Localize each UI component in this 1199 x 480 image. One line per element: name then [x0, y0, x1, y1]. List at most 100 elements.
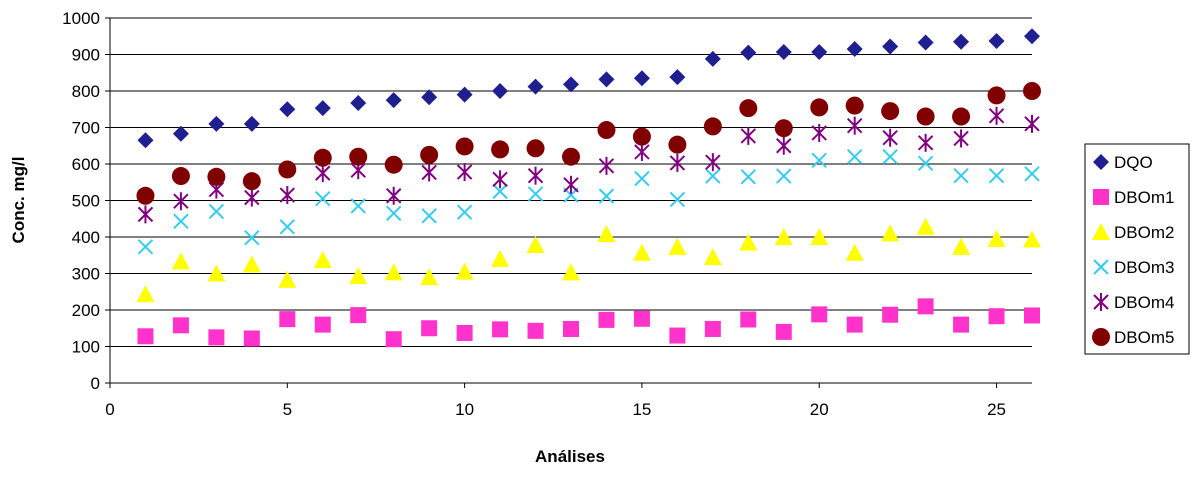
data-point — [846, 116, 863, 135]
data-point — [740, 126, 757, 145]
data-point — [562, 147, 580, 166]
data-point — [916, 217, 935, 235]
data-point — [988, 308, 1005, 325]
legend-label: DBOm4 — [1114, 293, 1174, 312]
data-point — [492, 170, 508, 189]
data-point — [846, 148, 863, 165]
data-point — [740, 169, 757, 185]
legend-item: DBOm3 — [1093, 258, 1174, 277]
data-point — [881, 102, 900, 121]
data-point — [669, 153, 686, 172]
y-axis-title: Conc. mg/l — [9, 157, 28, 244]
data-point — [385, 186, 402, 205]
y-tick-label: 100 — [72, 338, 100, 357]
y-tick-label: 600 — [72, 155, 100, 174]
data-point — [597, 121, 616, 140]
legend-marker — [1093, 189, 1109, 205]
data-point — [1023, 82, 1041, 100]
legend-label: DBOm5 — [1114, 328, 1174, 347]
data-point — [740, 44, 757, 61]
data-point — [456, 324, 473, 341]
data-point — [315, 190, 331, 207]
data-point — [242, 255, 261, 273]
data-point — [1024, 114, 1040, 133]
legend: DQO DBOm1 DBOm2 DBOm3 DBOm4 DBOm5 — [1084, 143, 1190, 355]
data-point — [1024, 166, 1040, 182]
data-point — [526, 139, 545, 158]
legend-label: DBOm1 — [1114, 188, 1174, 207]
data-point — [563, 175, 579, 194]
series-dbom3 — [137, 148, 1040, 255]
data-point — [208, 329, 225, 346]
data-point — [527, 186, 544, 202]
data-point — [421, 163, 437, 182]
legend-marker — [1092, 223, 1110, 240]
data-point — [279, 219, 296, 235]
data-point — [953, 129, 969, 148]
x-tick-label: 5 — [283, 400, 292, 419]
y-tick-label: 1000 — [62, 9, 100, 28]
data-point — [987, 86, 1006, 105]
series-dqo — [137, 28, 1040, 149]
legend-item: DBOm4 — [1093, 293, 1174, 312]
data-point — [774, 228, 793, 245]
data-point — [527, 166, 544, 185]
data-point — [668, 237, 687, 255]
data-point — [776, 136, 792, 155]
data-point — [597, 225, 616, 243]
data-point — [598, 188, 615, 204]
data-point — [740, 311, 757, 328]
data-point — [137, 205, 154, 224]
legend-label: DQO — [1114, 153, 1153, 172]
data-point — [456, 86, 473, 103]
data-point — [492, 83, 509, 99]
data-point — [775, 323, 792, 340]
data-point — [173, 192, 189, 211]
axes — [105, 17, 1032, 388]
series-dbom2 — [136, 217, 1041, 303]
data-point — [598, 311, 615, 328]
data-point — [811, 152, 827, 169]
y-tick-label: 500 — [72, 192, 100, 211]
data-point — [244, 188, 260, 207]
legend-label: DBOm3 — [1114, 258, 1174, 277]
legend-marker — [1093, 154, 1109, 170]
data-point — [563, 76, 579, 93]
data-point — [917, 298, 934, 315]
data-point — [421, 89, 438, 106]
data-point — [421, 208, 437, 224]
data-point — [952, 107, 971, 126]
data-point — [739, 99, 758, 118]
data-point — [633, 310, 650, 327]
data-point — [456, 163, 473, 182]
data-point — [526, 236, 545, 254]
data-point — [491, 249, 510, 267]
data-point — [172, 125, 189, 142]
data-point — [314, 100, 331, 117]
legend-item: DBOm2 — [1092, 223, 1174, 242]
data-point — [669, 69, 686, 86]
legend-label: DBOm2 — [1114, 223, 1174, 242]
data-point — [882, 128, 898, 147]
data-point — [739, 233, 758, 251]
data-points — [136, 28, 1041, 348]
data-point — [313, 148, 332, 167]
data-point — [385, 92, 402, 109]
data-point — [953, 167, 969, 184]
data-point — [704, 320, 721, 337]
data-point — [384, 263, 403, 281]
data-point — [349, 147, 368, 166]
data-point — [882, 148, 898, 165]
data-point — [917, 155, 934, 171]
legend-marker — [1093, 293, 1109, 311]
data-point — [881, 224, 900, 242]
y-tick-label: 900 — [72, 46, 100, 65]
data-point — [845, 96, 864, 115]
data-point — [634, 170, 650, 187]
data-point — [137, 328, 154, 345]
data-point — [208, 115, 225, 132]
tick-labels: 0 100 200 300 400 500 600 700 800 900 1000 0 5 10 15 20… — [62, 9, 1006, 419]
legend-box — [1084, 143, 1190, 355]
